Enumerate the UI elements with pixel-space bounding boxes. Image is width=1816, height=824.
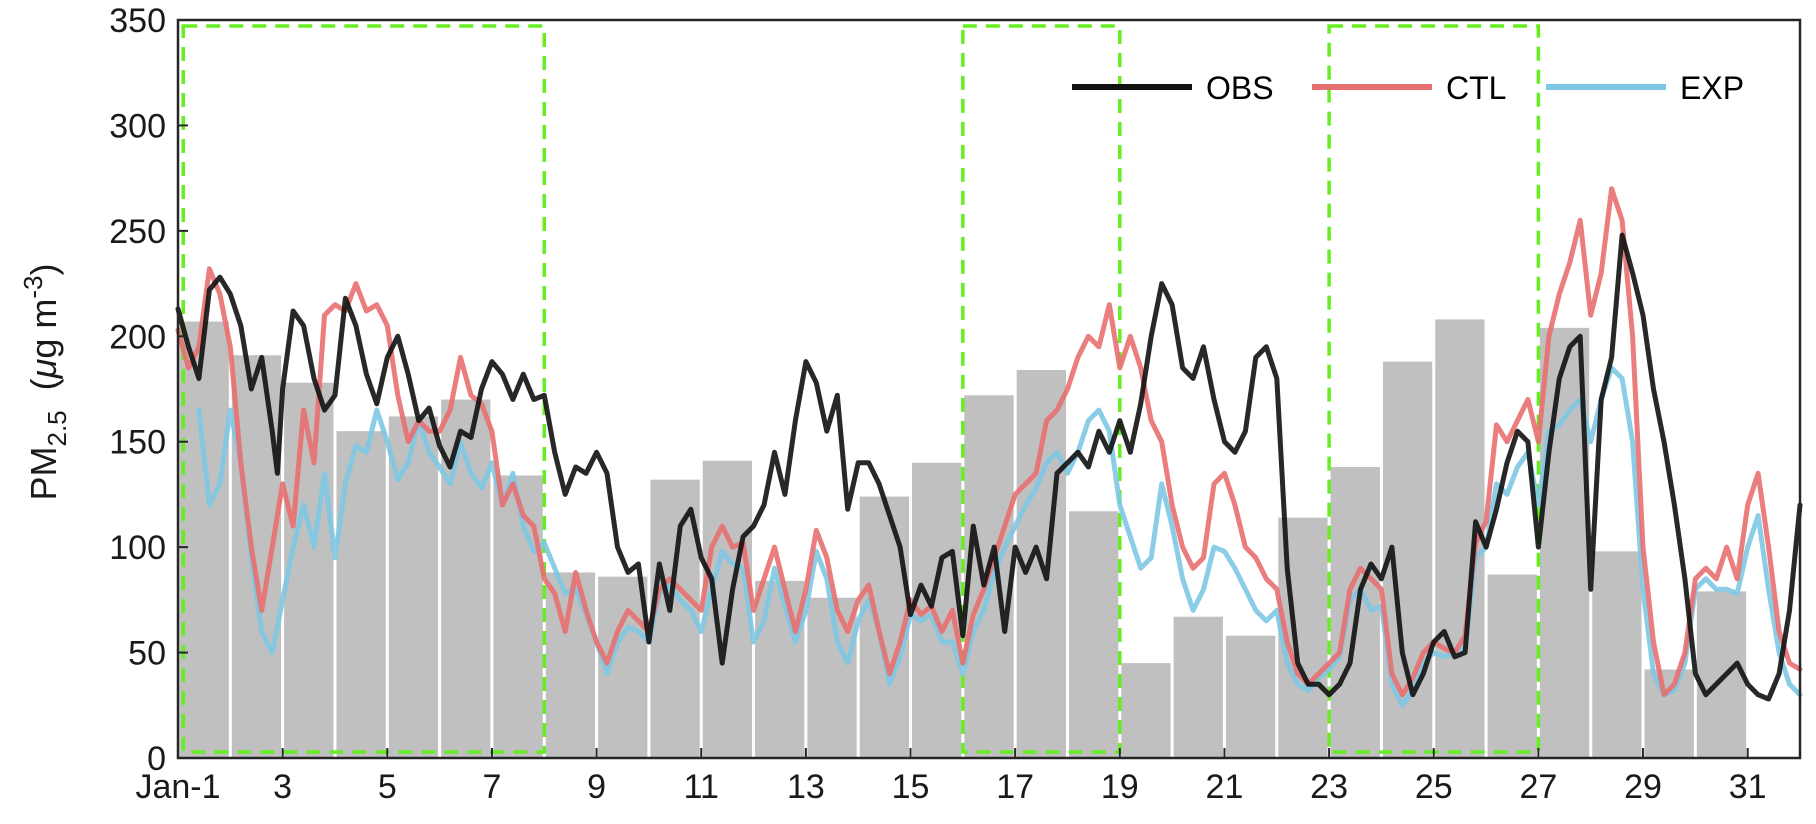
daily-bar [1173,616,1223,758]
daily-bar [179,321,229,758]
y-tick-label: 150 [109,424,166,462]
x-tick-label: 11 [684,768,719,806]
y-tick-label: 0 [147,740,166,778]
legend-label-ctl: CTL [1446,70,1506,106]
x-tick-label: 3 [273,768,292,806]
y-tick-label: 50 [128,635,166,673]
x-tick-label: 21 [1206,768,1244,806]
x-tick-label: 23 [1310,768,1348,806]
daily-bar [1225,635,1276,758]
series-line-obs [175,232,1803,702]
ylabel-unit-sup: -3 [18,275,48,298]
daily-bar [1592,551,1642,758]
x-tick-label: 31 [1729,768,1767,806]
ylabel-unit-open: ( [23,378,64,390]
y-tick-label: 350 [109,2,166,40]
daily-bar [1644,669,1694,758]
legend-label-obs: OBS [1206,70,1274,106]
daily-bar [1068,511,1119,758]
ylabel-unit-mu: μ [23,358,64,379]
y-tick-label: 250 [109,213,166,251]
ylabel-quantity: PM [23,447,64,501]
daily-bar [859,496,910,758]
daily-bar [1696,591,1747,758]
y-tick-label: 300 [109,107,166,145]
highlight-period-box [181,24,547,754]
ylabel-unit-close: ) [23,263,64,275]
x-tick-label: 19 [1101,768,1139,806]
legend-label-exp: EXP [1680,70,1744,106]
x-tick-label: 13 [787,768,825,806]
ylabel-subscript: 2.5 [42,410,72,446]
highlight-period-box [961,24,1122,754]
x-tick-label: 29 [1624,768,1662,806]
plot-frame [176,18,1802,760]
series-lines [175,186,1803,708]
y-axis: 0 50 100 150 200 250 300 350 [109,2,188,778]
x-tick-label: 9 [587,768,606,806]
legend: OBS CTL EXP [1072,70,1744,106]
daily-bar [1487,574,1537,758]
x-axis: Jan-1 3 5 7 9 11 13 15 17 19 21 23 25 27 29 31 [135,748,1767,806]
x-tick-label: 5 [378,768,397,806]
x-tick-label: Jan-1 [135,768,220,806]
daily-bar [1121,663,1171,758]
y-tick-label: 100 [109,529,166,567]
x-tick-label: 25 [1415,768,1453,806]
x-tick-label: 17 [996,768,1034,806]
x-tick-label: 27 [1519,768,1557,806]
y-axis-label: PM2.5 (μg m-3) [18,263,72,500]
y-tick-label: 200 [109,318,166,356]
ylabel-unit-text: g m [23,299,64,359]
daily-bar [493,475,543,758]
daily-bar [650,479,700,758]
daily-bar [231,355,282,758]
daily-bar [755,580,805,758]
x-tick-label: 15 [892,768,930,806]
x-tick-label: 7 [482,768,501,806]
